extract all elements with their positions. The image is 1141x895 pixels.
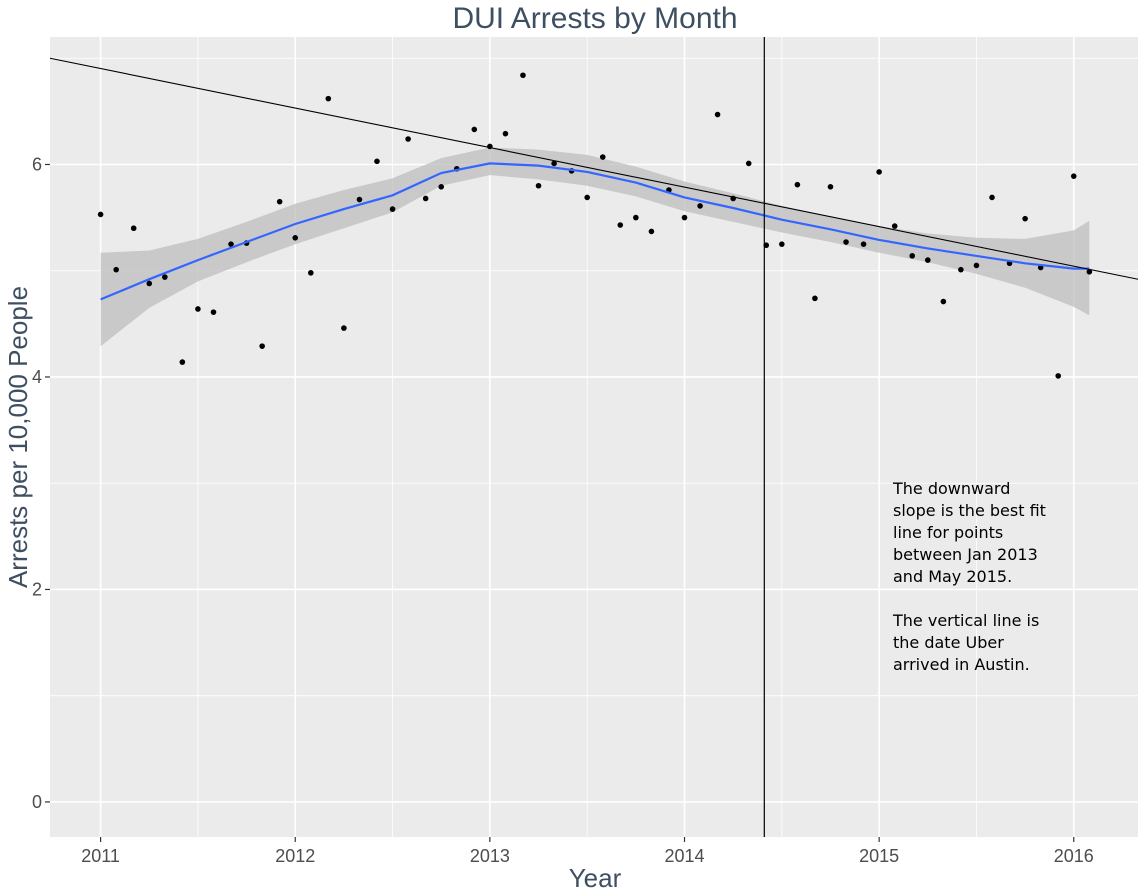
data-point — [389, 206, 396, 212]
data-point — [130, 225, 137, 232]
x-tick-label: 2011 — [81, 846, 120, 866]
data-point — [502, 130, 509, 137]
data-point — [812, 295, 818, 302]
data-point — [909, 253, 916, 259]
x-tick-label: 2012 — [275, 846, 315, 866]
x-tick-label: 2014 — [664, 846, 704, 866]
data-point — [973, 262, 980, 269]
annotation-line: arrived in Austin. — [893, 655, 1030, 674]
data-point — [1055, 373, 1062, 379]
data-point — [97, 211, 104, 218]
data-point — [551, 160, 557, 167]
x-tick-label: 2015 — [859, 846, 899, 866]
data-point — [308, 270, 314, 276]
data-point — [827, 184, 834, 190]
data-point — [471, 126, 478, 133]
data-point — [210, 309, 217, 315]
data-point — [779, 241, 785, 247]
data-point — [325, 95, 332, 102]
data-point — [843, 239, 849, 245]
annotation-line: slope is the best fit — [893, 501, 1046, 520]
data-point — [714, 111, 721, 118]
data-point — [697, 203, 703, 209]
annotation-line: the date Uber — [893, 633, 1004, 652]
data-point — [1022, 215, 1028, 222]
data-point — [535, 182, 542, 189]
data-point — [162, 274, 168, 280]
annotation-line: line for points — [893, 523, 1003, 542]
data-point — [113, 266, 119, 273]
smooth-line-layer — [100, 162, 1090, 301]
data-point — [520, 72, 526, 79]
grid-major — [50, 37, 1138, 837]
data-point — [681, 214, 688, 221]
data-point — [374, 158, 380, 165]
data-point — [648, 228, 655, 235]
annotation-line: The vertical line is — [892, 611, 1039, 630]
x-tick-label: 2016 — [1054, 846, 1094, 866]
confidence-band-layer — [100, 147, 1090, 347]
data-point — [292, 234, 299, 241]
annotation-line — [893, 589, 898, 608]
data-point — [146, 280, 153, 287]
data-point — [617, 222, 624, 228]
data-point — [259, 343, 265, 349]
data-point — [599, 154, 606, 160]
data-point — [958, 266, 964, 273]
data-point — [422, 195, 429, 202]
data-point — [584, 194, 590, 201]
x-axis-ticks: 2011 2012 2013 2014 2015 2016 — [81, 837, 1094, 866]
reference-lines-layer — [49, 37, 1139, 837]
data-point — [179, 359, 186, 365]
annotation-line: between Jan 2013 — [893, 545, 1038, 564]
data-point — [341, 325, 347, 331]
data-point — [860, 241, 867, 247]
data-point — [276, 198, 283, 205]
y-tick-label: 6 — [32, 154, 42, 174]
data-point — [1070, 173, 1077, 179]
x-tick-label: 2013 — [470, 846, 510, 866]
y-tick-label: 0 — [32, 792, 42, 812]
data-point — [633, 214, 639, 221]
data-point — [924, 257, 931, 263]
confidence-band — [100, 147, 1090, 347]
data-point — [438, 184, 445, 190]
annotation-text: The downward slope is the best fit line fo… — [892, 479, 1046, 674]
x-axis-title: Year — [569, 863, 622, 893]
chart-title: DUI Arrests by Month — [452, 2, 737, 35]
smooth-line — [100, 162, 1090, 301]
annotation-line: The downward — [892, 479, 1010, 498]
data-point — [405, 136, 411, 142]
y-axis-title: Arrests per 10,000 People — [3, 286, 33, 588]
data-point — [195, 306, 201, 312]
data-point — [794, 181, 801, 188]
data-point — [876, 169, 882, 175]
data-point — [1086, 268, 1093, 275]
data-point — [989, 194, 995, 201]
data-point — [745, 160, 752, 167]
y-tick-label: 4 — [32, 367, 42, 387]
data-point — [940, 298, 947, 305]
annotation-line: and May 2015. — [893, 567, 1012, 586]
data-point — [891, 223, 898, 229]
data-point — [228, 241, 234, 247]
y-axis-ticks: 0 2 4 6 — [32, 154, 50, 812]
data-point — [356, 196, 363, 203]
y-tick-label: 2 — [32, 579, 42, 599]
trend-line — [49, 57, 1139, 280]
